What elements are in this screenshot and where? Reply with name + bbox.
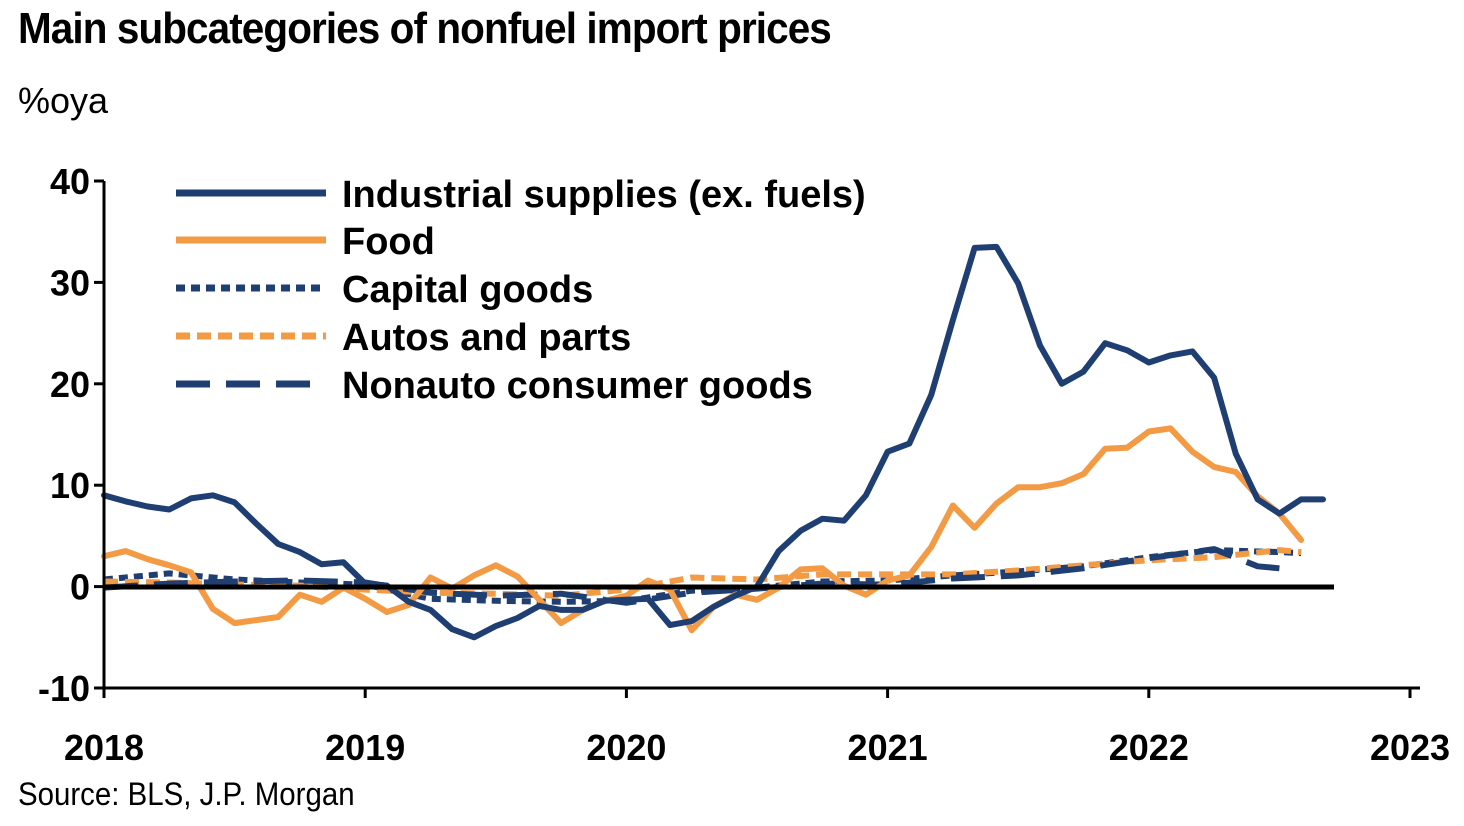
x-tick-label: 2018 xyxy=(64,727,144,768)
chart-title: Main subcategories of nonfuel import pri… xyxy=(18,4,832,53)
x-tick-label: 2022 xyxy=(1109,727,1189,768)
y-tick-label: 20 xyxy=(50,364,90,405)
y-tick-label: 10 xyxy=(50,465,90,506)
chart-canvas: -10 0 10 20 30 40 2018 2019 2020 2021 2022 2023 In… xyxy=(38,161,1450,768)
x-tick-label: 2019 xyxy=(325,727,405,768)
series-layer xyxy=(101,243,1326,641)
legend-label-2: Capital goods xyxy=(342,269,593,311)
legend-label-0: Industrial supplies (ex. fuels) xyxy=(342,174,866,216)
legend-label-4: Nonauto consumer goods xyxy=(342,365,813,407)
legend: Industrial supplies (ex. fuels) Food Capit… xyxy=(176,174,866,407)
series-line-3 xyxy=(103,547,1302,599)
y-tick-label: 0 xyxy=(70,567,90,608)
series-line-0 xyxy=(101,243,1326,641)
x-axis-ticks: 2018 2019 2020 2021 2022 2023 xyxy=(64,727,1450,768)
y-tick-label: -10 xyxy=(38,668,90,709)
series-line-1 xyxy=(101,425,1305,634)
y-tick-label: 40 xyxy=(50,161,90,202)
legend-label-3: Autos and parts xyxy=(342,317,631,359)
source-note: Source: BLS, J.P. Morgan xyxy=(18,776,355,812)
x-tick-label: 2020 xyxy=(586,727,666,768)
axes xyxy=(94,179,1420,698)
y-axis-ticks: -10 0 10 20 30 40 xyxy=(38,161,90,709)
y-tick-label: 30 xyxy=(50,262,90,303)
x-tick-label: 2023 xyxy=(1370,727,1450,768)
series-line-4 xyxy=(103,546,1280,606)
x-tick-label: 2021 xyxy=(848,727,928,768)
legend-label-1: Food xyxy=(342,221,435,263)
chart-subtitle: %oya xyxy=(18,80,109,121)
